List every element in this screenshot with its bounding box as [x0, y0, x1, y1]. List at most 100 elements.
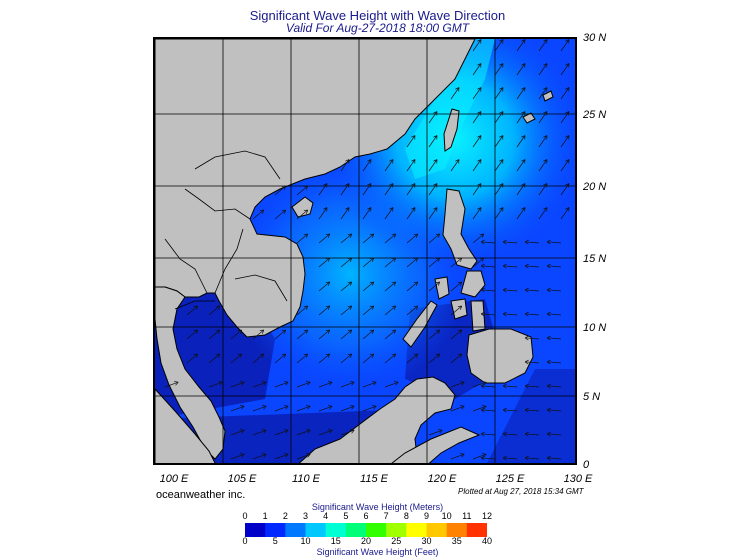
- colorbar-feet-tick: 5: [272, 536, 278, 546]
- wave-direction-arrow: [546, 263, 562, 269]
- wave-direction-arrow: [524, 455, 540, 461]
- colorbar-feet-tick: 0: [242, 536, 248, 546]
- wave-direction-arrow: [516, 159, 526, 172]
- wave-direction-arrow: [538, 39, 548, 52]
- wave-direction-arrow: [406, 135, 416, 148]
- wave-direction-arrow: [340, 305, 353, 316]
- wave-direction-arrow: [296, 405, 311, 412]
- wave-direction-arrow: [252, 381, 267, 388]
- colorbar-segment: [285, 523, 306, 537]
- lon-label-100e: 100 E: [159, 473, 189, 485]
- mindanao: [466, 328, 534, 384]
- wave-direction-arrow: [546, 287, 562, 293]
- wave-direction-arrow: [406, 159, 416, 172]
- taiwan-strait-bright: [405, 39, 495, 179]
- colorbar-meter-tick: 0: [242, 511, 248, 521]
- wave-direction-arrow: [524, 287, 540, 293]
- wave-direction-arrow: [494, 39, 504, 52]
- wave-direction-arrow: [318, 305, 331, 316]
- wave-direction-arrow: [502, 263, 518, 269]
- borneo: [298, 376, 456, 463]
- wave-direction-arrow: [480, 455, 496, 461]
- wave-direction-arrow: [384, 329, 397, 340]
- wave-direction-arrow: [480, 263, 496, 269]
- wave-direction-arrow: [450, 305, 463, 316]
- wave-direction-arrow: [296, 209, 309, 220]
- wave-direction-arrow: [546, 335, 562, 341]
- wave-direction-arrow: [516, 111, 526, 124]
- wave-direction-arrow: [318, 353, 331, 364]
- wave-direction-arrow: [472, 39, 482, 52]
- wave-direction-arrow: [524, 239, 540, 245]
- colorbar-feet-tick: 35: [451, 536, 462, 546]
- taiwan: [443, 108, 460, 152]
- wave-direction-arrow: [494, 135, 504, 148]
- wave-direction-arrow: [524, 383, 540, 389]
- credit-text: oceanweather inc.: [156, 489, 246, 501]
- wave-direction-arrow: [406, 183, 416, 196]
- lon-label-105e: 105 E: [227, 473, 257, 485]
- wave-direction-arrow: [450, 329, 463, 340]
- colorbar-meter-tick: 12: [481, 511, 493, 521]
- wave-direction-arrow: [340, 353, 353, 364]
- colorbar-meter-tick: 4: [323, 511, 329, 521]
- wave-direction-arrow: [362, 159, 372, 172]
- wave-direction-arrow: [538, 111, 548, 124]
- sulawesi-north: [391, 426, 481, 463]
- colorbar-segment: [466, 523, 487, 537]
- colorbar-meter-tick: 10: [441, 511, 452, 521]
- wave-direction-arrow: [546, 311, 562, 317]
- wave-direction-arrow: [230, 429, 245, 436]
- plotted-timestamp: Plotted at Aug 27, 2018 15:34 GMT: [458, 487, 584, 496]
- colorbar-segment: [386, 523, 407, 537]
- wave-direction-arrow: [362, 183, 372, 196]
- wave-direction-arrow: [340, 257, 353, 268]
- wave-direction-arrow: [502, 287, 518, 293]
- colorbar-meter-tick: 2: [282, 511, 288, 521]
- wave-direction-arrow: [472, 111, 482, 124]
- wave-direction-arrow: [546, 359, 562, 365]
- wave-direction-arrow: [428, 329, 441, 340]
- wave-direction-arrow: [340, 183, 350, 196]
- wave-direction-arrow: [494, 159, 504, 172]
- colorbar-meter-tick: 5: [343, 511, 349, 521]
- wave-direction-arrow: [296, 329, 309, 340]
- colorbar-feet-tick: 40: [481, 536, 493, 546]
- wave-direction-arrow: [230, 381, 245, 388]
- colorbar-feet-tick: 20: [360, 536, 372, 546]
- wave-direction-arrow: [296, 353, 309, 364]
- wave-direction-arrow: [362, 233, 375, 244]
- wave-direction-arrow: [502, 311, 518, 317]
- wave-direction-arrow: [384, 305, 397, 316]
- colorbar-segment: [426, 523, 448, 537]
- wave-direction-arrow: [450, 281, 463, 292]
- wave-direction-arrow: [406, 353, 419, 364]
- wave-direction-arrow: [274, 429, 289, 436]
- wave-direction-arrow: [560, 87, 570, 100]
- wave-direction-arrow: [362, 381, 377, 388]
- wave-direction-arrow: [384, 353, 397, 364]
- wave-direction-arrow: [296, 305, 309, 316]
- wave-direction-arrow: [494, 87, 504, 100]
- wave-direction-arrow: [252, 453, 267, 460]
- wave-direction-arrow: [450, 87, 460, 100]
- wave-direction-arrow: [406, 305, 419, 316]
- wave-direction-arrow: [208, 329, 221, 340]
- wave-direction-arrow: [186, 329, 199, 340]
- wave-direction-arrow: [516, 183, 526, 196]
- wave-direction-arrow: [274, 405, 289, 412]
- wave-direction-arrow: [340, 429, 355, 436]
- wave-direction-arrow: [230, 353, 243, 364]
- wave-direction-arrow: [480, 311, 496, 317]
- wave-direction-arrow: [362, 281, 375, 292]
- wave-direction-arrow: [362, 329, 375, 340]
- colorbar-segment: [265, 523, 286, 537]
- colorbar-meter-tick: 3: [302, 511, 309, 521]
- wave-direction-arrow: [472, 63, 482, 76]
- colorbar-segment: [305, 523, 327, 537]
- wave-direction-arrow: [230, 329, 243, 340]
- wave-direction-arrow: [318, 429, 333, 436]
- lon-label-130e: 130 E: [563, 473, 593, 485]
- wave-direction-arrow: [480, 431, 496, 437]
- wave-direction-arrow: [502, 407, 518, 413]
